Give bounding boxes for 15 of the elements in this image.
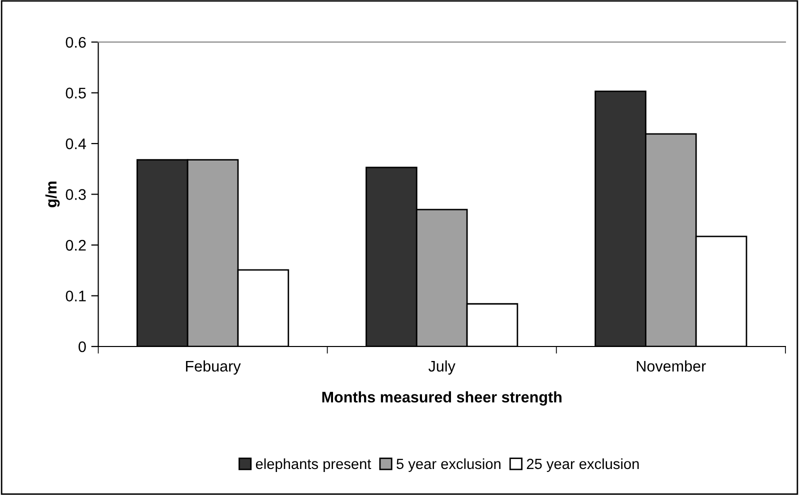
y-tick-label: 0 <box>78 341 86 352</box>
y-tick-label: 0.2 <box>66 240 86 251</box>
x-tick-label: Febuary <box>186 360 241 375</box>
x-tick-label: July <box>428 360 456 375</box>
legend-label: 5 year exclusion <box>396 458 500 472</box>
x-axis-title: Months measured sheer strength <box>322 391 562 406</box>
legend-label: 25 year exclusion <box>526 458 639 472</box>
y-tick-label: 0.3 <box>66 189 86 200</box>
y-tick-label: 0.6 <box>66 36 86 48</box>
y-tick-label: 0.4 <box>66 138 86 150</box>
y-tick-label: 0.1 <box>66 290 86 302</box>
legend-label: elephants present <box>256 458 372 472</box>
y-tick-label: 0.5 <box>66 88 86 98</box>
x-tick-label: November <box>636 360 706 372</box>
y-axis-title: g/m <box>45 182 60 208</box>
